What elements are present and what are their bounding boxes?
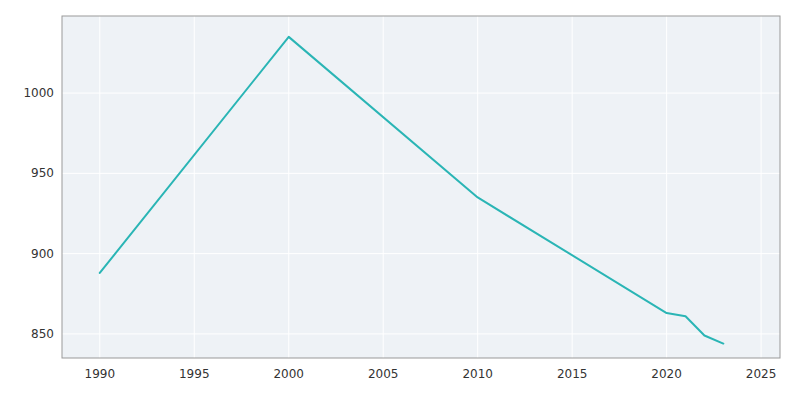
y-tick-label: 950	[31, 166, 54, 180]
chart-container: 1990 1995 2000 2005 2010 2015 2020 2025 850 900 95…	[0, 0, 800, 400]
x-tick-label: 1995	[179, 367, 210, 381]
grid-line-x	[761, 16, 762, 358]
grid-line-y	[62, 333, 780, 334]
x-tick-label: 2015	[557, 367, 588, 381]
grid-line-y	[62, 173, 780, 174]
x-tick-label: 2020	[651, 367, 682, 381]
x-tick-label: 2000	[273, 367, 304, 381]
y-tick-label: 900	[31, 247, 54, 261]
grid-line-y	[62, 93, 780, 94]
x-tick-label: 1990	[85, 367, 116, 381]
grid-line-x	[194, 16, 195, 358]
grid-line-x	[572, 16, 573, 358]
grid-line-x	[99, 16, 100, 358]
chart: 1990 1995 2000 2005 2010 2015 2020 2025 850 900 95…	[0, 0, 800, 400]
y-tick-label: 1000	[23, 86, 54, 100]
grid-line-x	[666, 16, 667, 358]
grid-line-x	[383, 16, 384, 358]
grid-line-y	[62, 253, 780, 254]
x-tick-label: 2005	[368, 367, 399, 381]
grid-line-x	[477, 16, 478, 358]
grid	[62, 16, 780, 358]
plot-background	[62, 16, 780, 358]
grid-line-x	[288, 16, 289, 358]
y-tick-label: 850	[31, 327, 54, 341]
line	[100, 37, 724, 344]
x-tick-label: 2025	[746, 367, 777, 381]
plot-frame	[62, 16, 780, 358]
x-tick-label: 2010	[462, 367, 493, 381]
data	[100, 37, 724, 344]
